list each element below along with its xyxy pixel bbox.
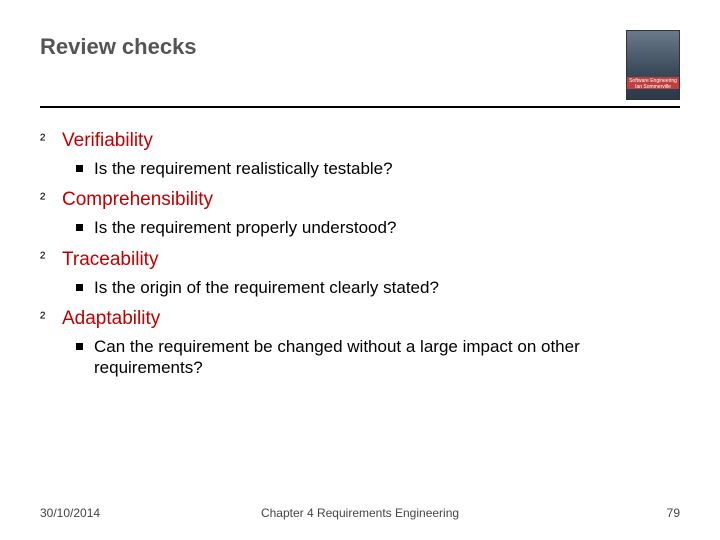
check-heading-text: Verifiability [62,130,153,151]
square-bullet-icon [76,165,83,172]
check-heading: ²Comprehensibility [40,189,670,211]
square-bullet-icon [76,343,83,350]
diamond-bullet-icon: ² [40,250,62,268]
footer: 30/10/2014 Chapter 4 Requirements Engine… [40,506,680,520]
title-divider [40,106,680,108]
check-question-text: Is the requirement properly understood? [94,218,396,237]
book-cover-band: Software Engineering Ian Sommerville [627,77,679,89]
check-item: ²Adaptability Can the requirement be cha… [40,308,670,379]
check-item: ²Verifiability Is the requirement realis… [40,130,670,179]
check-question: Is the requirement realistically testabl… [40,158,670,179]
check-heading-text: Comprehensibility [62,189,213,210]
check-question: Is the requirement properly understood? [40,217,670,238]
slide-title: Review checks [40,30,197,60]
book-cover-image: Software Engineering Ian Sommerville [626,30,680,100]
check-heading: ²Traceability [40,249,670,271]
diamond-bullet-icon: ² [40,132,62,150]
check-heading-text: Traceability [62,249,158,270]
title-row: Review checks Software Engineering Ian S… [40,30,680,100]
check-item: ²Traceability Is the origin of the requi… [40,249,670,298]
check-question: Is the origin of the requirement clearly… [40,277,670,298]
footer-date: 30/10/2014 [40,506,100,520]
diamond-bullet-icon: ² [40,310,62,328]
check-item: ²Comprehensibility Is the requirement pr… [40,189,670,238]
footer-chapter: Chapter 4 Requirements Engineering [40,506,680,520]
square-bullet-icon [76,224,83,231]
slide: Review checks Software Engineering Ian S… [0,0,720,540]
check-heading-text: Adaptability [62,308,160,329]
check-question-text: Can the requirement be changed without a… [94,337,580,377]
check-question: Can the requirement be changed without a… [40,336,670,379]
diamond-bullet-icon: ² [40,191,62,209]
book-author-text: Ian Sommerville [635,84,671,89]
check-question-text: Is the origin of the requirement clearly… [94,278,439,297]
check-heading: ²Adaptability [40,308,670,330]
content-area: ²Verifiability Is the requirement realis… [40,130,680,378]
check-question-text: Is the requirement realistically testabl… [94,159,393,178]
square-bullet-icon [76,284,83,291]
footer-page-number: 79 [667,506,680,520]
check-heading: ²Verifiability [40,130,670,152]
